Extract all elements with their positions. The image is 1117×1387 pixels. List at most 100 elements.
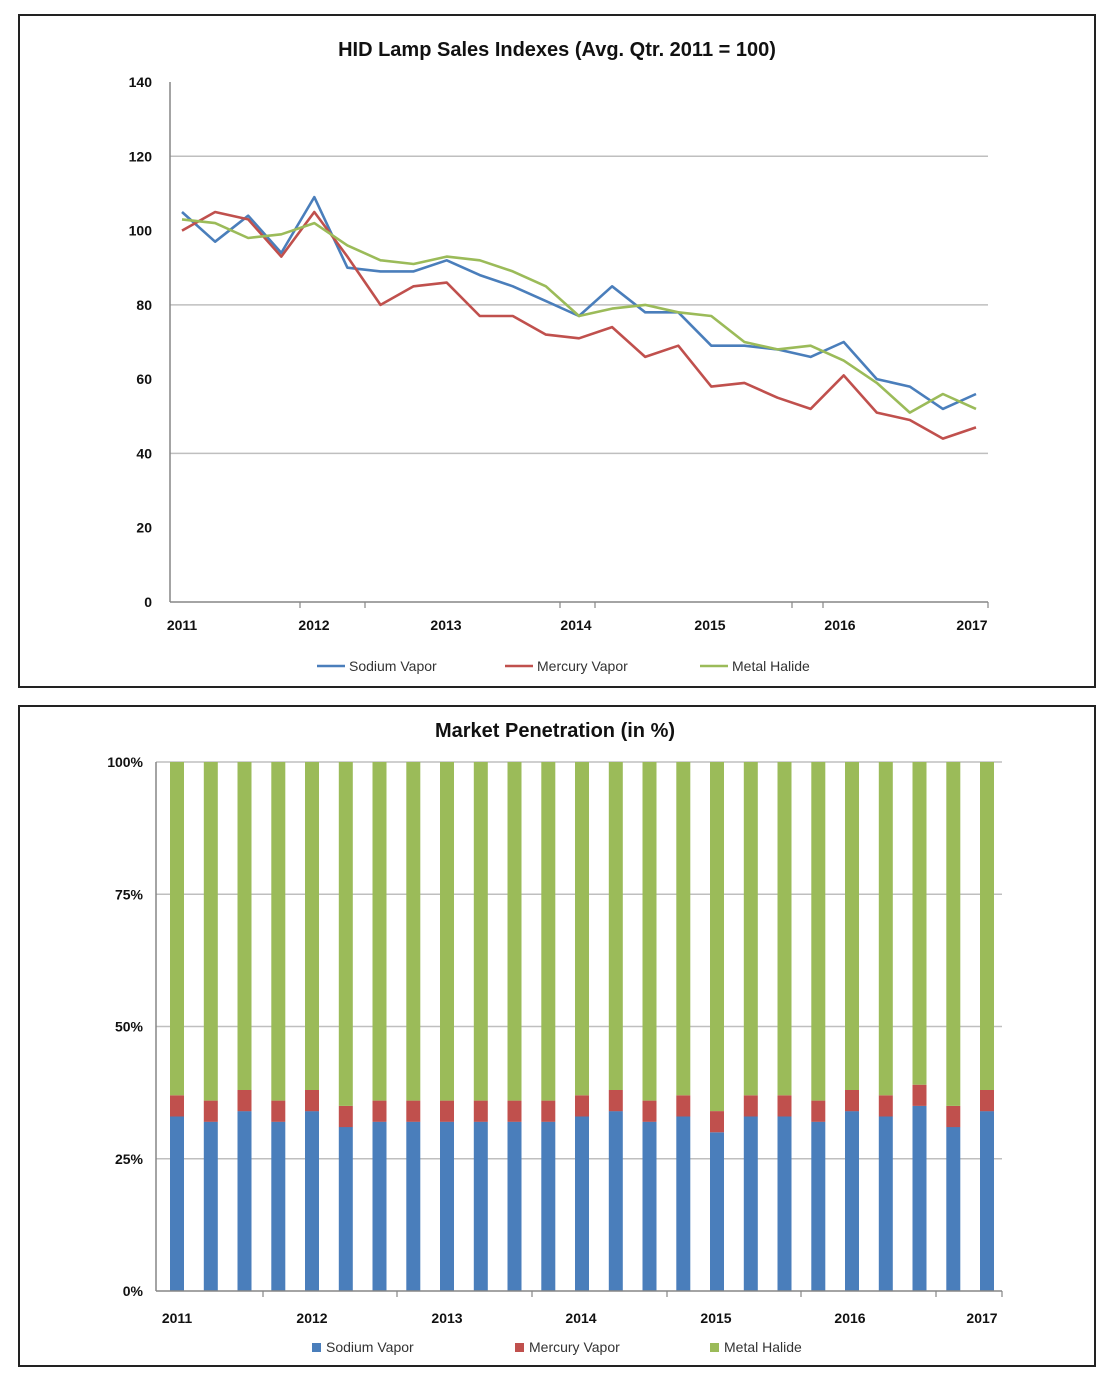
- y-tick-label: 40: [136, 445, 152, 461]
- stacked-bar-segment: [237, 1090, 252, 1112]
- x-tick-label: 2017: [956, 617, 987, 633]
- stacked-bar-segment: [980, 762, 994, 1090]
- stacked-bar-segment: [811, 1121, 826, 1291]
- stacked-bar-segment: [440, 1121, 454, 1291]
- y-tick-label: 60: [136, 371, 152, 387]
- stacked-bar-segment: [845, 1090, 859, 1112]
- x-tick-label: 2011: [167, 617, 198, 633]
- legend-swatch: [515, 1343, 524, 1352]
- stacked-bar-segment: [642, 1100, 657, 1122]
- stacked-bar-segment: [507, 1121, 522, 1291]
- stacked-bar-segment: [406, 1100, 421, 1122]
- stacked-bar-segment: [845, 1111, 859, 1291]
- stacked-bar-segment: [305, 1111, 319, 1291]
- stacked-bar-segment: [305, 762, 319, 1090]
- y-tick-label: 100%: [107, 754, 143, 770]
- y-tick-label: 0: [144, 594, 152, 610]
- stacked-bar-segment: [676, 762, 691, 1096]
- stacked-bar-segment: [575, 1095, 589, 1117]
- stacked-bar-segment: [777, 762, 792, 1096]
- stacked-bar-segment: [642, 762, 657, 1101]
- x-tick-label: 2016: [824, 617, 855, 633]
- stacked-bar-segment: [642, 1121, 657, 1291]
- x-tick-label: 2015: [700, 1310, 731, 1326]
- stacked-bar-segment: [170, 1095, 184, 1117]
- legend-swatch: [710, 1343, 719, 1352]
- stacked-bar-segment: [946, 1127, 961, 1291]
- stacked-bar-segment: [406, 1121, 421, 1291]
- stacked-bar-segment: [575, 762, 589, 1096]
- chart-title: Market Penetration (in %): [435, 720, 675, 742]
- legend-swatch: [312, 1343, 321, 1352]
- stacked-bar-segment: [743, 1116, 758, 1291]
- stacked-bar-segment: [710, 1132, 724, 1291]
- stacked-bar-segment: [271, 1121, 286, 1291]
- stacked-bar-segment: [608, 1090, 623, 1112]
- stacked-bar-segment: [203, 1121, 218, 1291]
- stacked-bar-segment: [777, 1116, 792, 1291]
- sales-index-chart: HID Lamp Sales Indexes (Avg. Qtr. 2011 =…: [129, 39, 989, 674]
- series-line: [181, 218, 977, 414]
- stacked-bar-segment: [743, 762, 758, 1096]
- x-tick-label: 2017: [966, 1310, 997, 1326]
- stacked-bar-segment: [372, 1100, 387, 1122]
- stacked-bar-segment: [473, 762, 488, 1101]
- x-tick-label: 2015: [694, 617, 725, 633]
- stacked-bar-segment: [845, 762, 859, 1090]
- y-tick-label: 80: [136, 297, 152, 313]
- y-tick-label: 100: [129, 223, 153, 239]
- y-tick-label: 120: [129, 148, 153, 164]
- market-penetration-panel: Market Penetration (in %) 0% 25% 50% 75% 100…: [18, 705, 1096, 1367]
- stacked-bar-segment: [912, 1105, 927, 1291]
- stacked-bar-segment: [878, 1116, 893, 1291]
- legend-label: Mercury Vapor: [537, 658, 628, 674]
- stacked-bar-segment: [743, 1095, 758, 1117]
- x-tick-label: 2014: [560, 617, 591, 633]
- stacked-bar-segment: [980, 1111, 994, 1291]
- stacked-bar-segment: [710, 762, 724, 1112]
- x-tick-label: 2012: [296, 1310, 327, 1326]
- stacked-bar-segment: [811, 762, 826, 1101]
- stacked-bar-segment: [473, 1121, 488, 1291]
- stacked-bar-segment: [338, 1105, 353, 1128]
- stacked-bar-segment: [372, 1121, 387, 1291]
- stacked-bar-segment: [980, 1090, 994, 1112]
- y-tick-label: 75%: [115, 886, 144, 902]
- y-tick-label: 50%: [115, 1019, 144, 1035]
- stacked-bar-segment: [676, 1116, 691, 1291]
- stacked-bar-segment: [473, 1100, 488, 1122]
- stacked-bar-segment: [710, 1111, 724, 1133]
- y-tick-label: 20: [136, 520, 152, 536]
- stacked-bar-segment: [878, 1095, 893, 1117]
- stacked-bar-segment: [203, 762, 218, 1101]
- stacked-bar-segment: [541, 1121, 556, 1291]
- stacked-bar-segment: [777, 1095, 792, 1117]
- legend-label: Metal Halide: [724, 1339, 802, 1355]
- stacked-bar-segment: [575, 1116, 589, 1291]
- legend-label: Metal Halide: [732, 658, 810, 674]
- stacked-bar-segment: [271, 1100, 286, 1122]
- sales-index-panel: HID Lamp Sales Indexes (Avg. Qtr. 2011 =…: [18, 14, 1096, 688]
- y-tick-label: 25%: [115, 1151, 144, 1167]
- stacked-bar-segment: [170, 762, 184, 1096]
- stacked-bar-segment: [203, 1100, 218, 1122]
- x-tick-label: 2016: [834, 1310, 865, 1326]
- legend-label: Sodium Vapor: [326, 1339, 414, 1355]
- stacked-bar-segment: [170, 1116, 184, 1291]
- x-tick-label: 2011: [162, 1310, 193, 1326]
- stacked-bar-segment: [878, 762, 893, 1096]
- stacked-bar-segment: [541, 1100, 556, 1122]
- x-tick-label: 2014: [565, 1310, 596, 1326]
- y-tick-label: 0%: [123, 1283, 144, 1299]
- stacked-bar-segment: [237, 1111, 252, 1291]
- y-tick-label: 140: [129, 74, 153, 90]
- stacked-bar-segment: [946, 1105, 961, 1128]
- stacked-bar-segment: [608, 1111, 623, 1291]
- x-tick-label: 2013: [430, 617, 461, 633]
- series-line: [181, 210, 977, 440]
- stacked-bar-segment: [372, 762, 387, 1101]
- x-tick-label: 2013: [431, 1310, 462, 1326]
- stacked-bar-segment: [338, 1127, 353, 1291]
- stacked-bar-segment: [507, 1100, 522, 1122]
- stacked-bar-segment: [946, 762, 961, 1106]
